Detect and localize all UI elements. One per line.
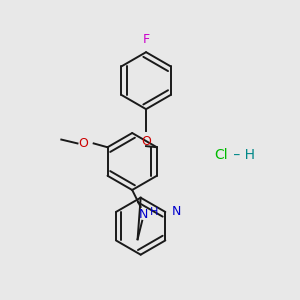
Text: N: N: [172, 206, 181, 218]
Text: O: O: [78, 137, 88, 150]
Text: H: H: [150, 207, 158, 217]
Text: – H: – H: [229, 148, 255, 162]
Text: N: N: [139, 208, 148, 221]
Text: O: O: [141, 135, 151, 148]
Text: F: F: [142, 33, 150, 46]
Text: Cl: Cl: [214, 148, 227, 162]
